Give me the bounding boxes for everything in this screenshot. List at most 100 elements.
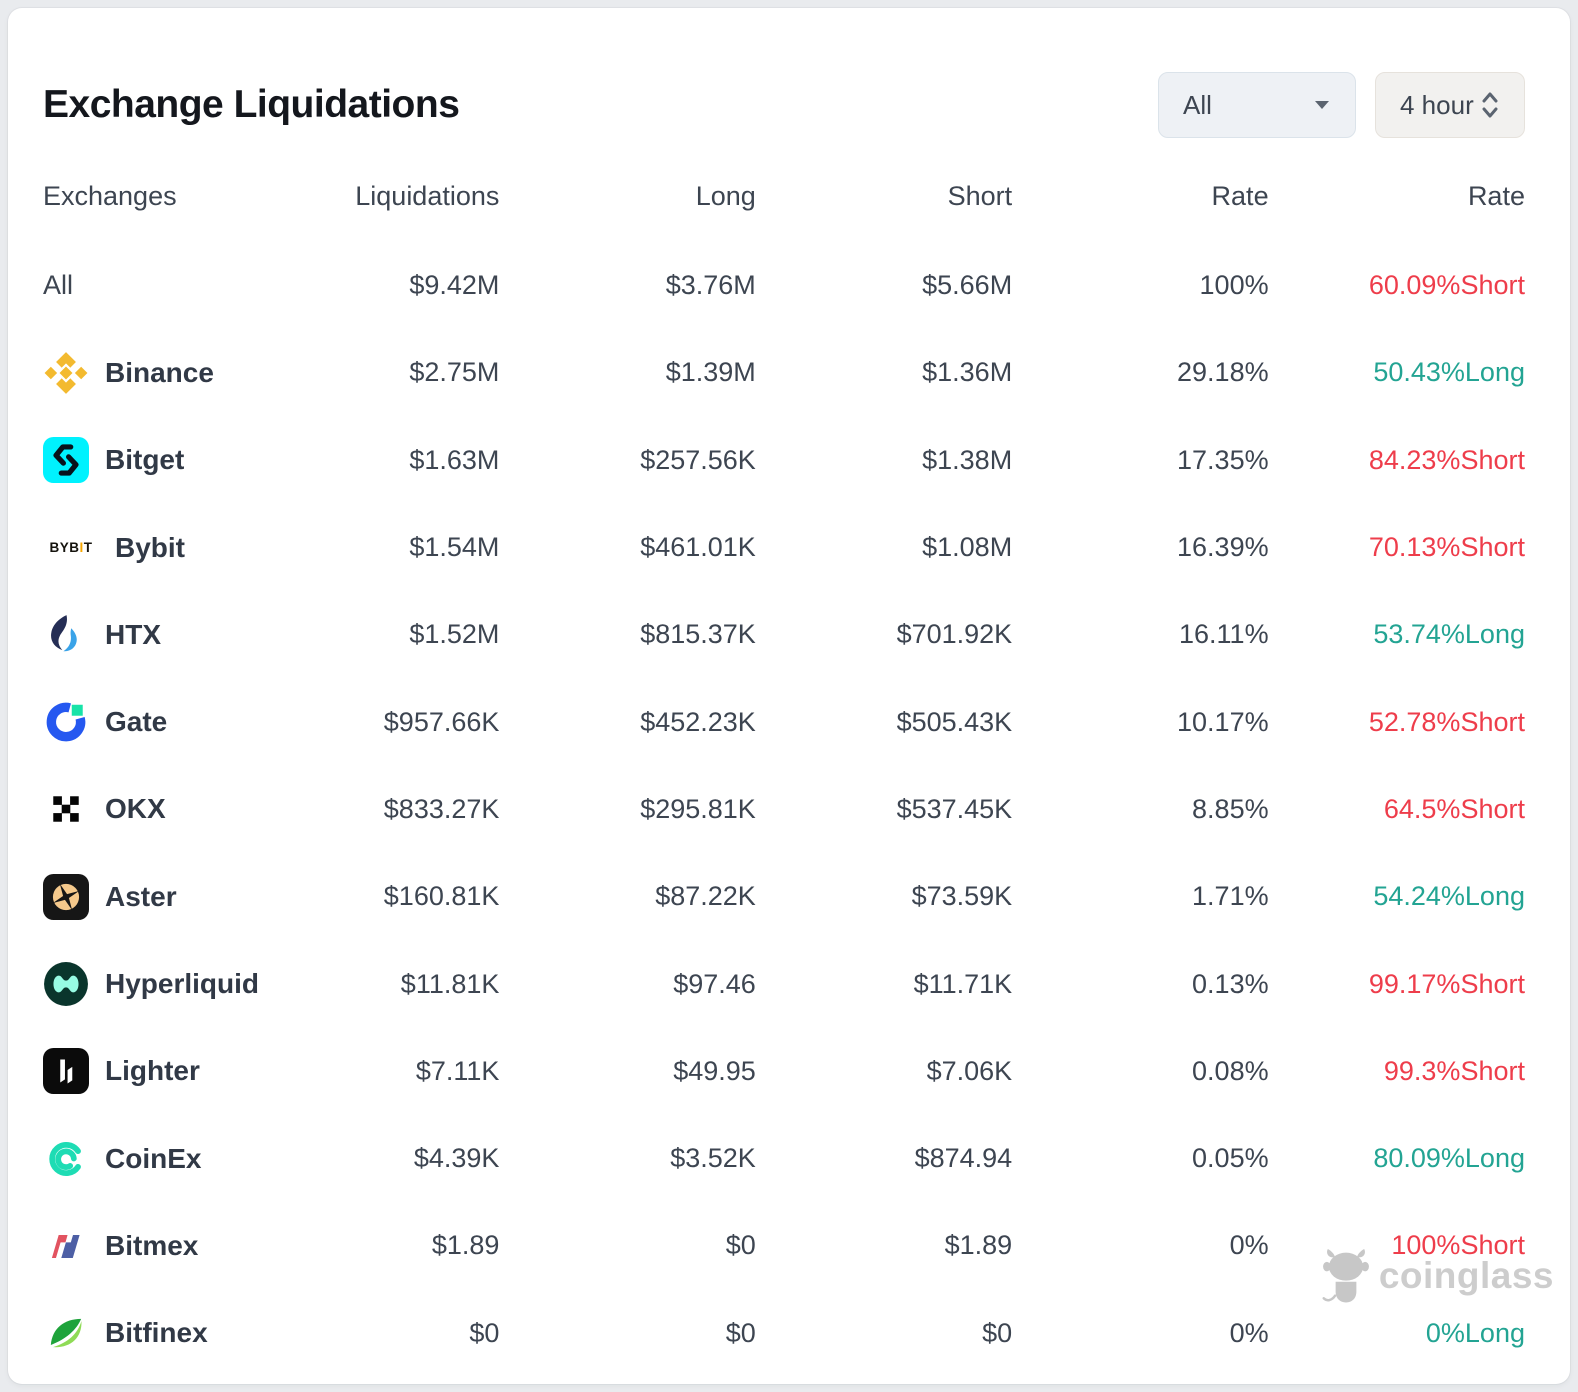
rate-cell: 8.85% <box>1192 793 1269 824</box>
short-cell: $537.45K <box>896 793 1013 824</box>
bias-rate-value: 53.74% <box>1373 619 1465 650</box>
exchange-name: Gate <box>105 706 168 738</box>
gate-icon <box>43 699 89 745</box>
exchange-name: Bitmex <box>105 1229 199 1261</box>
long-short-rate-cell: 99.17%Short <box>1269 969 1525 1000</box>
liquidations-cell: $160.81K <box>383 881 500 912</box>
table-row[interactable]: Binance $2.75M $1.39M $1.36M 29.18% 50.4… <box>8 329 1570 416</box>
time-interval-value: 4 hour <box>1400 89 1474 120</box>
bias-rate-value: 60.09% <box>1368 270 1461 301</box>
bias-side-label: Short <box>1460 793 1525 824</box>
short-cell: $1.36M <box>922 357 1013 388</box>
hyperliquid-icon <box>43 961 89 1007</box>
rate-cell: 10.17% <box>1177 706 1269 737</box>
rate-cell: 0% <box>1229 1317 1269 1348</box>
table-row[interactable]: Lighter $7.11K $49.95 $7.06K 0.08% 99.3%… <box>8 1028 1570 1115</box>
rate-cell: 0% <box>1229 1230 1269 1261</box>
table-row[interactable]: All $9.42M $3.76M $5.66M 100% 60.09%Shor… <box>8 242 1570 329</box>
long-short-rate-cell: 50.43%Long <box>1269 357 1525 388</box>
bias-rate-value: 84.23% <box>1368 444 1461 475</box>
column-header-short: Short <box>947 180 1013 211</box>
exchange-filter-select[interactable]: All <box>1158 72 1356 138</box>
liquidations-cell: $7.11K <box>415 1055 500 1086</box>
long-cell: $295.81K <box>640 793 756 824</box>
column-header-rate: Rate <box>1211 180 1269 211</box>
bias-rate-value: 99.3% <box>1383 1055 1461 1086</box>
bias-side-label: Short <box>1460 532 1525 563</box>
long-cell: $1.39M <box>665 357 756 388</box>
bias-side-label: Short <box>1460 1055 1525 1086</box>
liquidations-cell: $1.89 <box>431 1230 500 1261</box>
exchange-cell: CoinEx <box>43 1136 243 1182</box>
long-cell: $87.22K <box>655 881 756 912</box>
long-short-rate-cell: 100%Short <box>1269 1230 1525 1261</box>
bias-side-label: Long <box>1464 1317 1525 1348</box>
okx-icon <box>43 786 89 832</box>
exchange-cell: Hyperliquid <box>43 961 259 1007</box>
exchange-cell: OKX <box>43 786 243 832</box>
table-row[interactable]: Hyperliquid $11.81K $97.46 $11.71K 0.13%… <box>8 940 1570 1027</box>
long-cell: $815.37K <box>640 619 756 650</box>
exchange-cell: Bitget <box>43 437 243 484</box>
liquidations-cell: $9.42M <box>409 270 500 301</box>
liquidations-cell: $0 <box>469 1317 500 1348</box>
exchange-name: HTX <box>105 618 161 650</box>
liquidations-cell: $957.66K <box>383 706 500 737</box>
page-title: Exchange Liquidations <box>43 83 460 126</box>
exchange-name: Bitfinex <box>105 1317 208 1349</box>
exchange-cell: Bitmex <box>43 1223 243 1269</box>
exchange-name: Binance <box>105 356 214 388</box>
exchange-filter-value: All <box>1183 89 1212 120</box>
exchange-name: Bitget <box>105 444 185 476</box>
long-short-rate-cell: 70.13%Short <box>1269 532 1525 563</box>
column-header-long: Long <box>695 180 756 211</box>
short-cell: $5.66M <box>922 270 1013 301</box>
table-header-row: Exchanges Liquidations Long Short Rate R… <box>8 174 1570 218</box>
short-cell: $73.59K <box>911 881 1013 912</box>
bias-side-label: Long <box>1464 1143 1525 1174</box>
bias-rate-value: 0% <box>1425 1317 1465 1348</box>
long-cell: $3.52K <box>670 1143 756 1174</box>
long-short-rate-cell: 64.5%Short <box>1269 794 1525 825</box>
binance-icon <box>43 350 89 396</box>
table-row[interactable]: Bitmex $1.89 $0 $1.89 0% 100%Short <box>8 1202 1570 1289</box>
rate-cell: 0.13% <box>1192 968 1269 999</box>
long-cell: $97.46 <box>673 968 756 999</box>
rate-cell: 29.18% <box>1177 357 1269 388</box>
long-short-rate-cell: 60.09%Short <box>1269 270 1525 301</box>
column-header-liquidations: Liquidations <box>355 180 500 211</box>
short-cell: $1.38M <box>922 444 1013 475</box>
liquidations-cell: $1.54M <box>409 532 500 563</box>
long-cell: $3.76M <box>665 270 756 301</box>
time-interval-select[interactable]: 4 hour <box>1375 72 1525 138</box>
short-cell: $1.08M <box>922 532 1013 563</box>
exchange-name: Bybit <box>115 531 185 563</box>
bias-rate-value: 70.13% <box>1368 532 1461 563</box>
table-row[interactable]: Bitget $1.63M $257.56K $1.38M 17.35% 84.… <box>8 417 1570 504</box>
short-cell: $505.43K <box>896 706 1013 737</box>
exchange-cell: All <box>43 270 243 301</box>
bias-side-label: Short <box>1460 270 1525 301</box>
rate-cell: 16.11% <box>1179 619 1269 650</box>
rate-cell: 0.05% <box>1192 1143 1269 1174</box>
caret-down-icon <box>1315 101 1329 109</box>
exchange-cell: Bitfinex <box>43 1310 243 1356</box>
table-row[interactable]: Aster $160.81K $87.22K $73.59K 1.71% 54.… <box>8 853 1570 940</box>
bias-rate-value: 100% <box>1391 1230 1461 1261</box>
short-cell: $0 <box>982 1317 1013 1348</box>
up-down-chevrons-icon <box>1482 92 1498 118</box>
column-header-long-short-rate: Rate <box>1467 180 1525 211</box>
table-row[interactable]: OKX $833.27K $295.81K $537.45K 8.85% 64.… <box>8 766 1570 853</box>
header-controls: All 4 hour <box>1158 72 1525 138</box>
liquidations-cell: $4.39K <box>413 1143 500 1174</box>
table-body: All $9.42M $3.76M $5.66M 100% 60.09%Shor… <box>8 242 1570 1377</box>
table-row[interactable]: Gate $957.66K $452.23K $505.43K 10.17% 5… <box>8 678 1570 765</box>
table-row[interactable]: CoinEx $4.39K $3.52K $874.94 0.05% 80.09… <box>8 1115 1570 1202</box>
short-cell: $7.06K <box>926 1055 1013 1086</box>
table-row[interactable]: BYBIT Bybit $1.54M $461.01K $1.08M 16.39… <box>8 504 1570 591</box>
table-row[interactable]: Bitfinex $0 $0 $0 0% 0%Long <box>8 1290 1570 1377</box>
aster-icon <box>43 873 89 920</box>
table-row[interactable]: HTX $1.52M $815.37K $701.92K 16.11% 53.7… <box>8 591 1570 678</box>
lighter-icon <box>43 1048 89 1095</box>
liquidations-cell: $833.27K <box>383 793 500 824</box>
